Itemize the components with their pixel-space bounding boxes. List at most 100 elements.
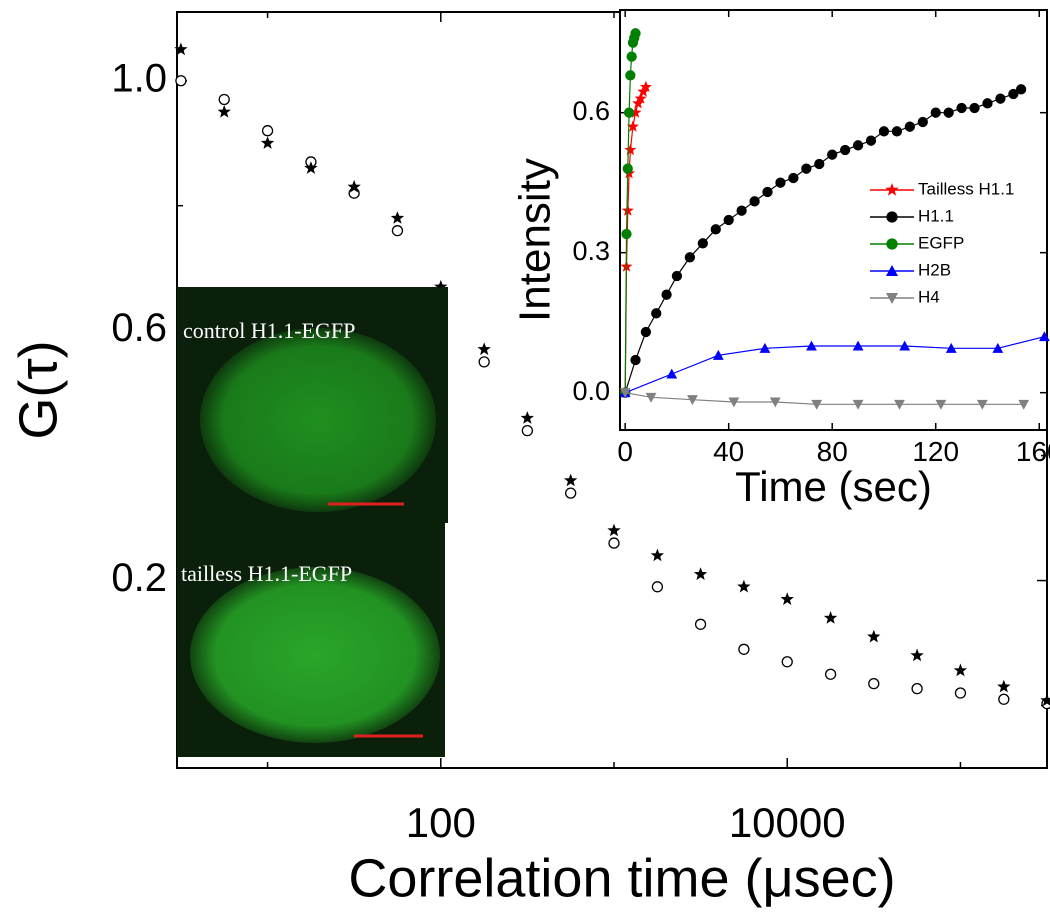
marker xyxy=(390,211,405,224)
marker xyxy=(621,204,634,216)
marker xyxy=(687,395,698,406)
micrographs: control H1.1-EGFP tailless H1.1-EGFP xyxy=(177,287,448,757)
marker xyxy=(997,679,1011,693)
y-tick-label: 0.6 xyxy=(572,96,610,126)
marker xyxy=(218,93,230,106)
marker xyxy=(723,214,734,226)
marker xyxy=(1040,693,1050,707)
legend-label: H1.1 xyxy=(918,206,954,225)
marker xyxy=(878,126,890,137)
y-tick-label: 0.0 xyxy=(572,376,610,406)
legend-marker xyxy=(886,293,898,304)
x-axis-label: Time (sec) xyxy=(735,463,932,510)
marker xyxy=(992,342,1004,353)
legend-marker xyxy=(886,211,898,223)
marker xyxy=(824,668,837,680)
marker xyxy=(626,120,639,132)
marker xyxy=(622,163,633,174)
legend-label: Tailless H1.1 xyxy=(918,179,1014,198)
marker xyxy=(811,399,823,410)
marker xyxy=(780,592,794,605)
series-line xyxy=(624,336,1045,394)
marker xyxy=(624,143,637,156)
legend-marker xyxy=(886,238,898,250)
marker xyxy=(174,42,188,56)
marker xyxy=(630,28,641,39)
y-tick-label: 1.0 xyxy=(111,56,167,100)
marker xyxy=(651,308,662,319)
marker xyxy=(976,399,988,410)
marker xyxy=(521,424,533,437)
y-tick-label: 0.3 xyxy=(572,236,610,266)
marker xyxy=(852,399,864,410)
y-axis-label: Intensity xyxy=(511,158,560,322)
marker xyxy=(1039,331,1050,342)
marker xyxy=(728,397,740,408)
marker xyxy=(982,98,993,109)
inset-plot: 0 40 80 120 160 0.0 0.3 0.6 Time (sec) Intensity T… xyxy=(511,9,1050,510)
marker xyxy=(969,102,980,114)
marker xyxy=(852,340,864,351)
marker xyxy=(626,51,637,62)
marker xyxy=(623,107,635,118)
marker xyxy=(788,172,799,184)
marker xyxy=(956,102,967,114)
marker xyxy=(995,93,1006,104)
legend-label: EGFP xyxy=(918,233,964,252)
marker xyxy=(391,225,404,237)
marker xyxy=(666,368,678,379)
marker xyxy=(712,349,724,360)
marker xyxy=(737,579,751,593)
marker xyxy=(775,177,786,188)
x-tick-label: 160 xyxy=(1016,436,1050,467)
marker xyxy=(697,238,708,249)
marker xyxy=(759,342,771,353)
marker xyxy=(894,399,905,410)
marker xyxy=(261,125,274,137)
marker xyxy=(904,121,915,132)
marker xyxy=(671,270,683,282)
cell xyxy=(190,567,440,743)
marker xyxy=(827,149,838,160)
legend-label: H4 xyxy=(918,287,940,306)
marker xyxy=(1008,88,1019,100)
marker xyxy=(917,116,928,128)
legend-marker xyxy=(885,183,899,196)
marker xyxy=(945,342,957,353)
marker xyxy=(650,548,664,562)
marker xyxy=(738,643,750,655)
marker xyxy=(911,683,923,695)
marker xyxy=(806,340,817,351)
image-label: tailless H1.1-EGFP xyxy=(181,561,352,586)
marker xyxy=(640,326,652,338)
marker xyxy=(651,581,664,593)
marker xyxy=(1018,399,1030,410)
plot-area xyxy=(619,9,1048,431)
marker xyxy=(998,693,1010,705)
marker xyxy=(175,75,187,87)
marker xyxy=(1015,84,1027,95)
marker xyxy=(608,537,620,549)
marker xyxy=(693,567,708,580)
marker xyxy=(260,136,275,149)
marker xyxy=(645,392,657,403)
marker xyxy=(217,105,231,118)
marker xyxy=(954,687,967,699)
y-tick-label: 0.6 xyxy=(111,306,167,350)
marker xyxy=(634,92,647,104)
marker xyxy=(625,70,636,81)
marker xyxy=(781,656,793,668)
legend-label: H2B xyxy=(918,260,951,279)
legend-marker xyxy=(886,265,898,276)
x-tick-label: 80 xyxy=(817,436,848,467)
marker xyxy=(867,629,881,643)
marker xyxy=(607,523,621,537)
marker xyxy=(478,356,490,368)
marker xyxy=(684,252,696,263)
marker xyxy=(639,80,652,93)
marker xyxy=(564,473,578,487)
marker xyxy=(865,135,877,146)
x-tick-label: 40 xyxy=(713,436,744,467)
